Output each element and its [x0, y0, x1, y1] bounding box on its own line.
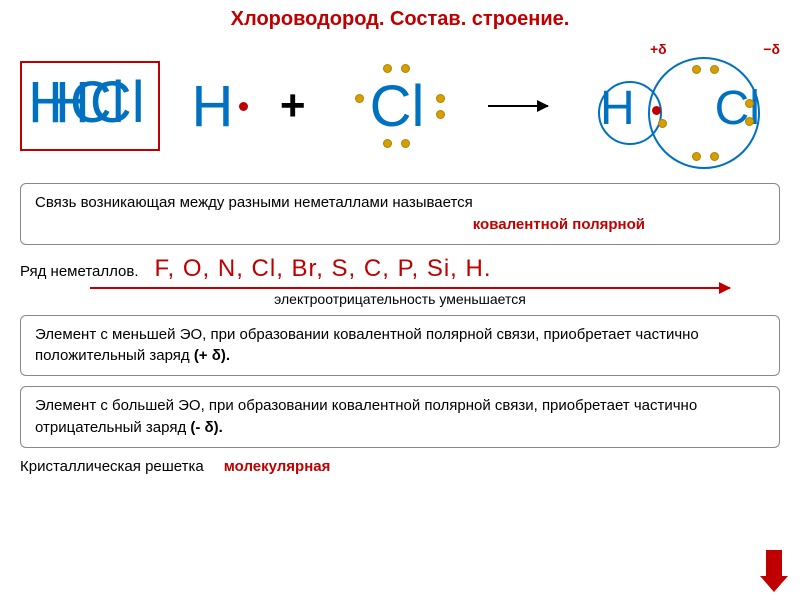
electron-dot [745, 99, 754, 108]
shared-electron-red [652, 106, 661, 115]
delta-minus-label: −δ [763, 41, 780, 57]
formula-text-2: HCl [48, 69, 145, 136]
lattice-answer: молекулярная [224, 458, 331, 475]
electron-dot [436, 110, 445, 119]
continue-arrow-icon [762, 550, 786, 592]
electron-dot [436, 94, 445, 103]
formula-box: HCl HCl [20, 61, 160, 151]
electron-dot [383, 139, 392, 148]
electron-dot-red [239, 102, 248, 111]
delta-plus-label: +δ [650, 41, 667, 57]
shared-electron-gold [658, 119, 667, 128]
bonded-cl: Cl [715, 81, 760, 136]
electron-dot [692, 65, 701, 74]
electron-dot [710, 65, 719, 74]
lattice-label: Кристаллическая решетка [20, 458, 204, 475]
electron-dot [401, 139, 410, 148]
h-atom: H [191, 73, 248, 140]
page-title: Хлороводород. Состав. строение. [20, 8, 780, 31]
hcl-bonded: +δ −δ H Cl [580, 41, 780, 171]
higher-eo-text: Элемент с большей ЭО, при образовании ко… [35, 397, 697, 436]
electron-dot [383, 64, 392, 73]
electronegativity-series: F, O, N, Cl, Br, S, C, P, Si, H. [155, 255, 780, 283]
reaction-arrow [488, 105, 548, 107]
h-symbol: H [191, 73, 233, 140]
electron-dot [355, 94, 364, 103]
lower-eo-delta: (+ δ). [194, 347, 230, 364]
electron-dot [745, 117, 754, 126]
electronegativity-elements: F, O, N, Cl, Br, S, C, P, Si, H. [155, 255, 780, 283]
electron-dot [401, 64, 410, 73]
bond-definition-answer: ковалентной полярной [35, 214, 765, 236]
cl-symbol: Cl [370, 73, 425, 140]
bond-definition-text: Связь возникающая между разными неметалл… [35, 192, 765, 214]
bond-definition-box: Связь возникающая между разными неметалл… [20, 183, 780, 245]
electronegativity-row: Ряд неметаллов. F, O, N, Cl, Br, S, C, P… [20, 255, 780, 283]
lewis-diagram: HCl HCl H + Cl +δ −δ H Cl [20, 41, 780, 171]
electron-dot [710, 152, 719, 161]
lattice-row: Кристаллическая решетка молекулярная [20, 458, 780, 475]
plus-sign: + [280, 81, 306, 131]
higher-eo-delta: (- δ). [190, 419, 222, 436]
bonded-h: H [600, 81, 635, 136]
electronegativity-label: Ряд неметаллов. [20, 255, 139, 280]
higher-eo-box: Элемент с большей ЭО, при образовании ко… [20, 386, 780, 448]
lower-eo-text: Элемент с меньшей ЭО, при образовании ко… [35, 326, 699, 365]
cl-atom: Cl [337, 46, 457, 166]
electron-dot [692, 152, 701, 161]
electronegativity-caption: электроотрицательность уменьшается [20, 291, 780, 307]
lower-eo-box: Элемент с меньшей ЭО, при образовании ко… [20, 315, 780, 377]
electronegativity-arrow [90, 287, 730, 289]
